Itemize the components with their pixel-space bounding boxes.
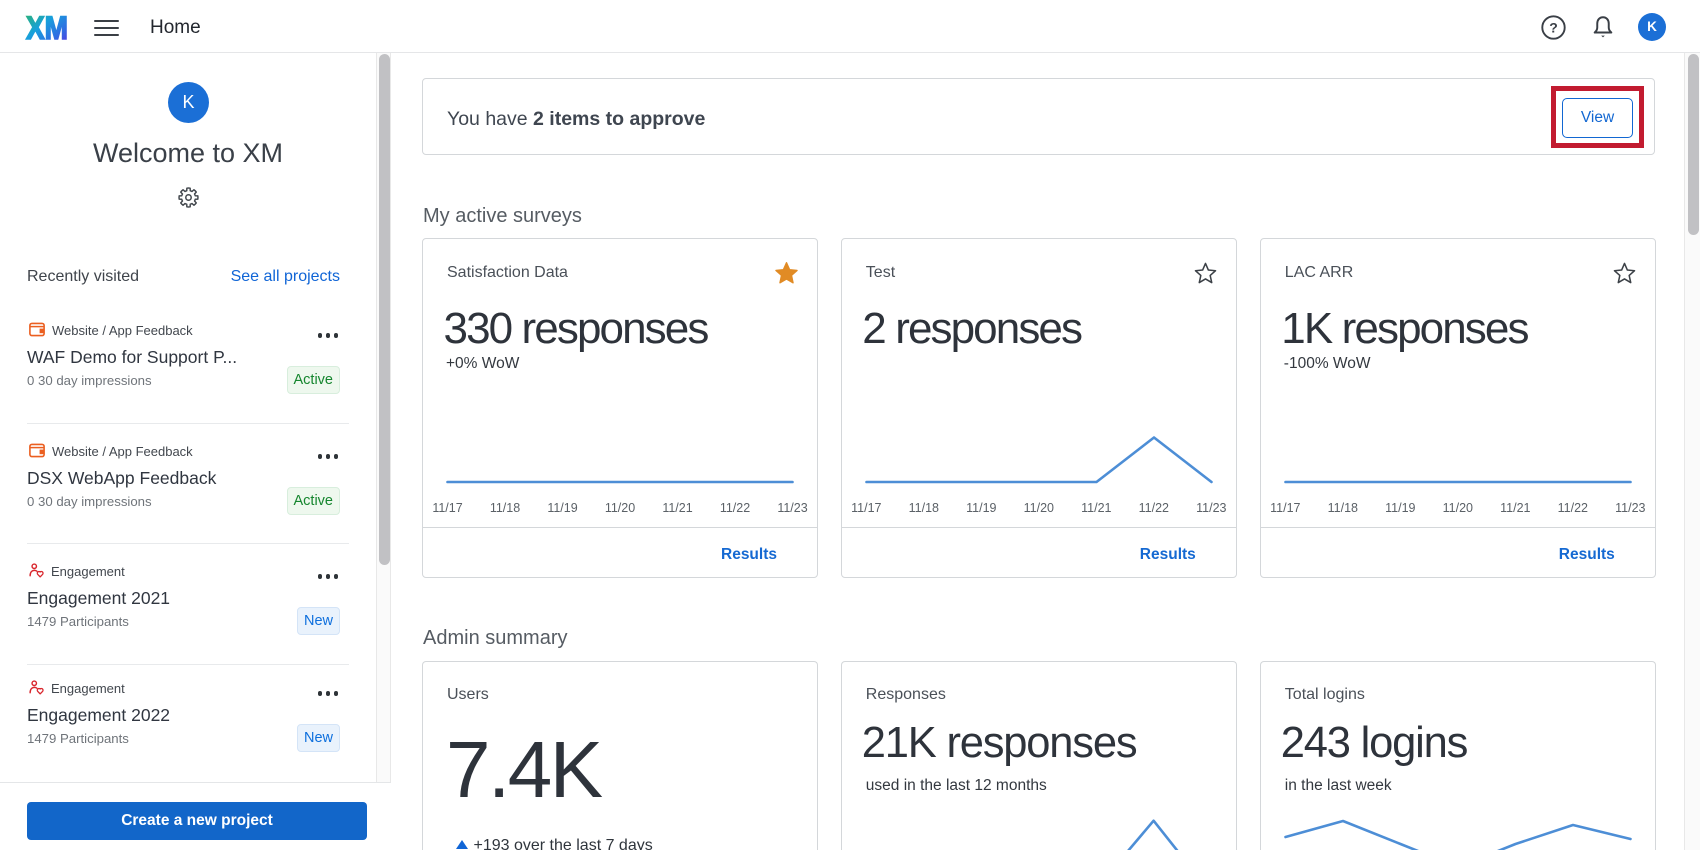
svg-text:?: ? [1549,20,1558,36]
svg-text:XM: XM [26,13,68,41]
